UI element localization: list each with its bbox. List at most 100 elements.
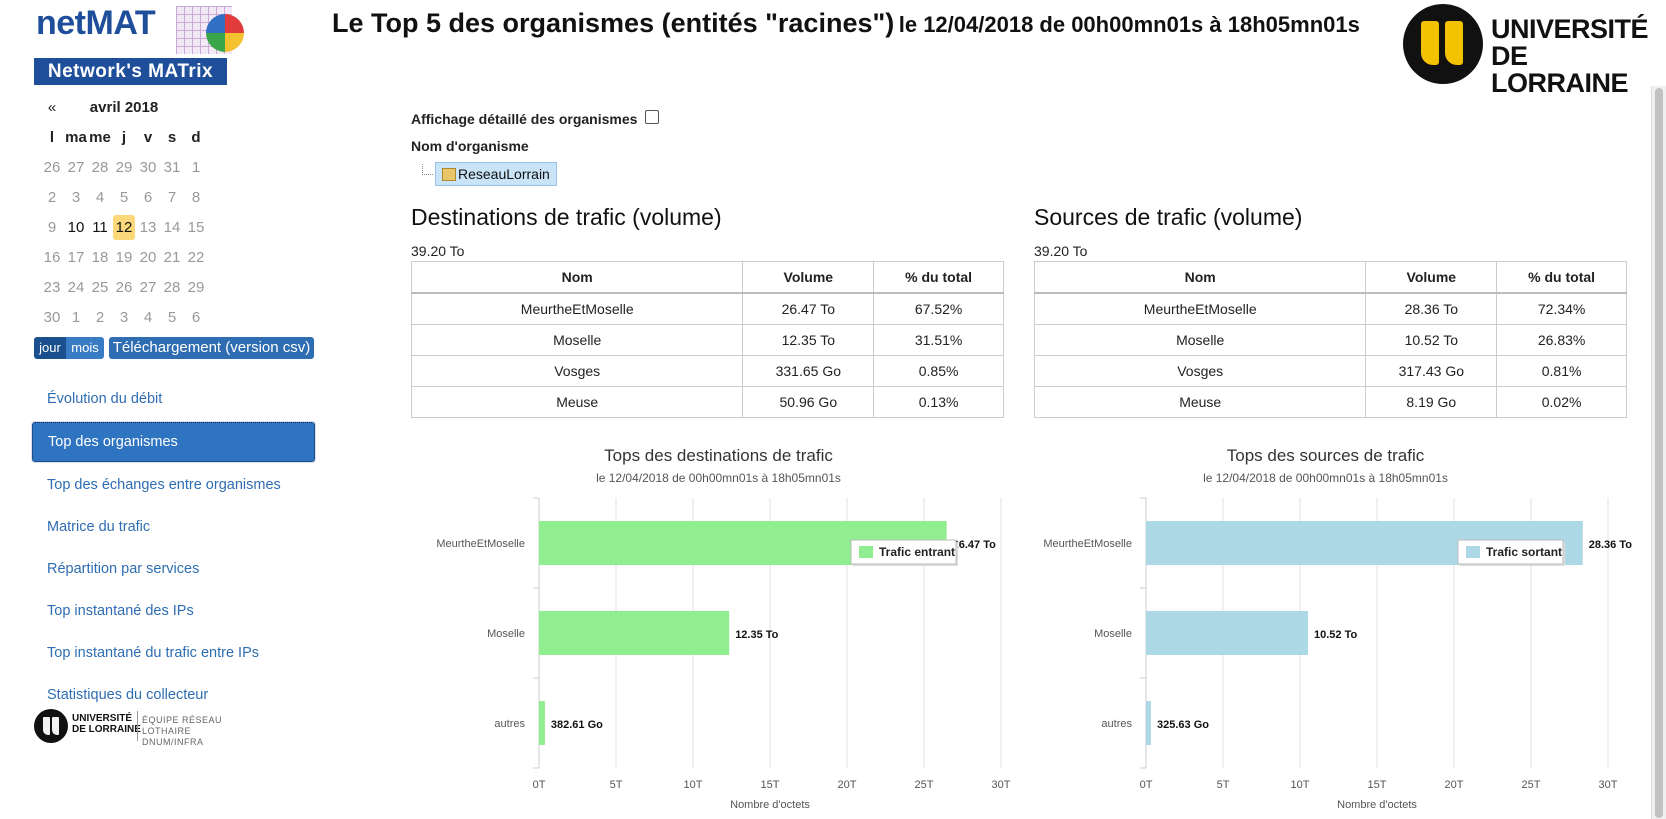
x-tick-label: 30T <box>1599 779 1618 791</box>
folder-icon <box>442 168 456 181</box>
detail-checkbox[interactable] <box>645 110 660 125</box>
sidebar-item-2[interactable]: Top des échanges entre organismes <box>47 477 281 493</box>
calendar-day-label: 6 <box>143 188 153 206</box>
bar-data-label: 325.63 Go <box>1157 719 1209 731</box>
sources-title: Sources de trafic (volume) <box>1034 204 1303 230</box>
calendar-day-label: 29 <box>115 158 133 176</box>
calendar-day: 2 <box>88 302 112 332</box>
sidebar-item-1[interactable]: Top des organismes <box>32 422 315 462</box>
footer-logo-line2: DE LORRAINE <box>72 724 141 735</box>
calendar-day: 23 <box>40 272 64 302</box>
sidebar-item-3[interactable]: Matrice du trafic <box>47 519 151 535</box>
calendar-day: 27 <box>64 152 88 182</box>
x-tick-label: 5T <box>1217 779 1230 791</box>
dest-chart-title: Tops des destinations de trafic <box>604 446 833 465</box>
src-chart: 0T 5T 10T 15T 20T 25T 30T MeurtheEtMoselle 28.36… <box>1043 497 1632 811</box>
calendar-day-label: 13 <box>139 218 157 236</box>
calendar-prev-button[interactable]: « <box>47 98 57 116</box>
table-cell: 317.43 Go <box>1365 355 1498 387</box>
calendar-day: 28 <box>88 152 112 182</box>
calendar-day: 14 <box>160 212 184 242</box>
footer-logo-line1: UNIVERSITÉ <box>72 713 133 724</box>
bar-data-label: 12.35 To <box>735 629 778 641</box>
table-row: Meuse 50.96 Go 0.13% <box>410 386 1004 418</box>
pie-chart-icon <box>206 14 244 52</box>
calendar-day-label: 28 <box>163 278 181 296</box>
calendar-day-label: 1 <box>71 308 81 326</box>
calendar-day: 18 <box>88 242 112 272</box>
calendar-day[interactable]: 11 <box>88 212 112 242</box>
table-cell: 67.52% <box>873 292 1004 325</box>
column-header: Volume <box>1365 261 1498 294</box>
logo-banner: Network's MATrix <box>34 58 227 85</box>
table-row: Vosges 331.65 Go 0.85% <box>410 355 1004 387</box>
sidebar-item-7[interactable]: Statistiques du collecteur <box>47 687 209 703</box>
calendar-day[interactable]: 12 <box>112 212 136 242</box>
chart-legend[interactable]: Trafic sortant <box>1457 539 1565 566</box>
chart-legend[interactable]: Trafic entrant <box>850 539 958 566</box>
dest-chart: 0T 5T 10T 15T 20T 25T 30T MeurtheEtMoselle 26.47… <box>436 497 1011 811</box>
bar[interactable] <box>539 701 545 745</box>
calendar-day-label: 20 <box>139 248 157 266</box>
weekday-header: j <box>121 128 127 146</box>
calendar-day-label: 8 <box>191 188 201 206</box>
calendar-day-label: 23 <box>43 278 61 296</box>
calendar-day-label: 4 <box>143 308 153 326</box>
download-csv-button[interactable]: Téléchargement (version csv) <box>109 337 314 359</box>
page-scrollbar[interactable] <box>1651 86 1666 819</box>
calendar-day-label: 14 <box>163 218 181 236</box>
tree-node-root[interactable]: ReseauLorrain <box>435 162 557 186</box>
x-tick-label: 25T <box>915 779 934 791</box>
calendar-day-label: 3 <box>71 188 81 206</box>
destinations-title: Destinations de trafic (volume) <box>411 204 722 230</box>
destinations-table: Nom Volume% du total MeurtheEtMoselle 26.47… <box>410 261 1004 418</box>
column-header: % du total <box>1496 261 1627 294</box>
x-tick-label: 10T <box>684 779 703 791</box>
calendar-day: 17 <box>64 242 88 272</box>
calendar-day-label: 21 <box>163 248 181 266</box>
y-category-label: Moselle <box>1094 628 1132 640</box>
table-cell: 28.36 To <box>1365 292 1498 325</box>
column-header: % du total <box>873 261 1004 294</box>
sidebar-item-5[interactable]: Top instantané des IPs <box>47 603 194 619</box>
src-chart-subtitle: le 12/04/2018 de 00h00mn01s à 18h05mn01s <box>1203 471 1448 485</box>
bar[interactable] <box>1146 611 1309 655</box>
calendar-day-label: 1 <box>191 158 201 176</box>
sidebar-item-6[interactable]: Top instantané du trafic entre IPs <box>47 645 259 661</box>
calendar-day: 25 <box>88 272 112 302</box>
y-category-label: Moselle <box>487 628 525 640</box>
calendar-day: 28 <box>160 272 184 302</box>
table-cell: 10.52 To <box>1365 324 1498 356</box>
scrollbar-thumb[interactable] <box>1655 88 1663 818</box>
bar-data-label: 10.52 To <box>1314 629 1357 641</box>
calendar-day-label: 26 <box>43 158 61 176</box>
day-toggle-button[interactable]: jour <box>34 337 66 359</box>
x-axis-label: Nombre d'octets <box>1337 799 1417 811</box>
sources-total: 39.20 To <box>1034 243 1088 259</box>
sidebar-item-0[interactable]: Évolution du débit <box>47 391 163 407</box>
calendar-day-label: 11 <box>92 218 108 236</box>
table-cell: 0.81% <box>1496 355 1627 387</box>
month-toggle-button[interactable]: mois <box>66 337 104 359</box>
sidebar-item-4[interactable]: Répartition par services <box>47 561 200 577</box>
calendar-day: 30 <box>136 152 160 182</box>
table-row: Meuse 8.19 Go 0.02% <box>1033 386 1627 418</box>
calendar-day: 6 <box>184 302 208 332</box>
table-cell: 0.13% <box>873 386 1004 418</box>
calendar-day: 9 <box>40 212 64 242</box>
bar[interactable] <box>1146 701 1152 745</box>
university-logo: UNIVERSITÉ DE LORRAINE <box>1403 4 1649 97</box>
bar[interactable] <box>539 611 730 655</box>
calendar-day-label: 5 <box>167 308 177 326</box>
calendar-day[interactable]: 10 <box>64 212 88 242</box>
y-category-label: MeurtheEtMoselle <box>1043 538 1132 550</box>
tree-node-label: ReseauLorrain <box>458 166 550 182</box>
legend-label: Trafic sortant <box>1486 545 1562 559</box>
calendar-day-label: 27 <box>67 158 85 176</box>
calendar-day-label: 26 <box>115 278 133 296</box>
calendar-day-label: 4 <box>95 188 105 206</box>
table-cell: 0.02% <box>1496 386 1627 418</box>
calendar-day: 31 <box>160 152 184 182</box>
calendar-day-label: 10 <box>67 218 85 236</box>
bar-data-label: 26.47 To <box>953 539 996 551</box>
